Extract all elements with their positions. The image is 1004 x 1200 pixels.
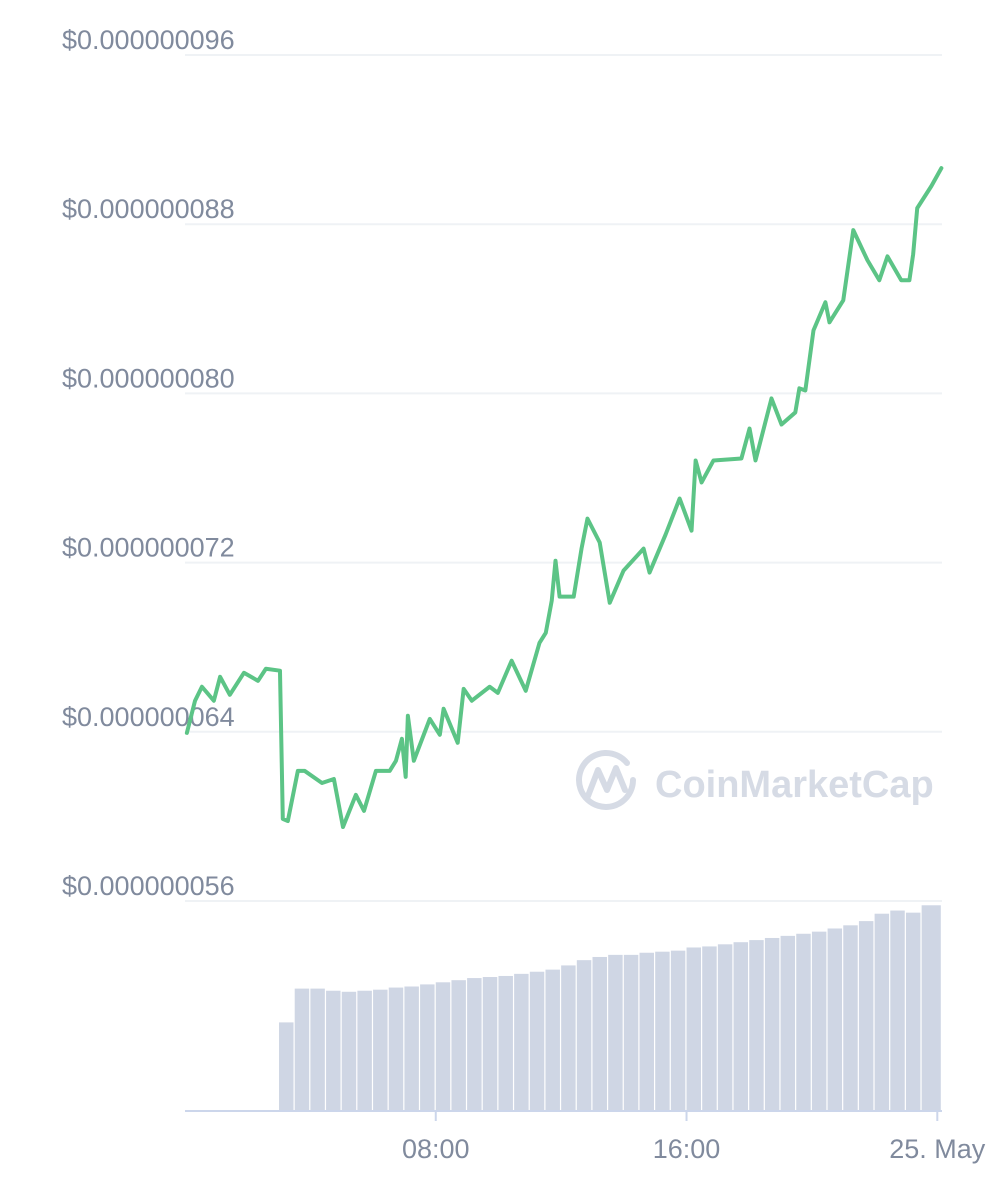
volume-bar: [874, 913, 890, 1111]
volume-bar: [921, 905, 941, 1111]
volume-bar: [670, 950, 686, 1111]
x-tick-label: 08:00: [402, 1134, 470, 1164]
volume-bar: [561, 965, 576, 1111]
volume-bar: [294, 988, 310, 1111]
volume-bar: [639, 952, 654, 1111]
volume-bar: [482, 977, 498, 1111]
volume-bar: [357, 990, 372, 1111]
volume-bar: [467, 978, 482, 1111]
y-tick-label: $0.000000080: [62, 363, 235, 393]
volume-bar: [592, 956, 607, 1111]
volume-bar: [796, 933, 811, 1111]
volume-bar: [655, 951, 670, 1111]
volume-bar: [702, 946, 717, 1111]
x-tick-label: 16:00: [653, 1134, 721, 1164]
plot: $0.000000056 $0.000000064 $0.000000072 $0.0…: [62, 25, 986, 1164]
volume-bar: [404, 986, 419, 1111]
y-tick-label: $0.000000064: [62, 702, 235, 732]
volume-bar: [514, 973, 529, 1111]
y-tick-label: $0.000000056: [62, 871, 235, 901]
y-tick-label: $0.000000096: [62, 25, 235, 55]
volume-bar: [576, 960, 592, 1111]
volume-bar: [420, 984, 435, 1111]
y-tick-label: $0.000000088: [62, 194, 235, 224]
volume-bar: [435, 982, 451, 1111]
price-line: [184, 166, 944, 829]
volume-bar: [545, 969, 560, 1111]
volume-bar: [608, 954, 623, 1111]
volume-bar: [749, 940, 764, 1111]
volume-bar: [451, 980, 466, 1111]
volume-bar: [843, 925, 858, 1111]
volume-bar: [717, 944, 733, 1111]
volume-bar: [310, 988, 325, 1111]
volume-bar: [279, 1022, 294, 1111]
volume-bar: [827, 928, 843, 1111]
volume-bar: [373, 989, 388, 1111]
volume-bar: [733, 942, 749, 1111]
volume-bar: [623, 954, 639, 1111]
volume-bar: [858, 921, 874, 1111]
y-tick-label: $0.000000072: [62, 533, 235, 563]
volume-bar: [326, 990, 341, 1111]
volume-bar: [388, 987, 404, 1111]
x-tick-label: 25. May: [889, 1134, 986, 1164]
watermark: CoinMarketCap: [655, 764, 934, 806]
volume-bar: [764, 937, 780, 1111]
volume-bar: [905, 912, 921, 1111]
volume-bar: [341, 991, 357, 1111]
volume-bar: [811, 931, 827, 1111]
volume-bar: [686, 947, 702, 1111]
volume-bar: [780, 935, 796, 1111]
volume-bar: [890, 910, 905, 1111]
watermark-logo: [576, 750, 636, 810]
volume-bar: [529, 971, 545, 1111]
volume-bar: [498, 975, 513, 1111]
